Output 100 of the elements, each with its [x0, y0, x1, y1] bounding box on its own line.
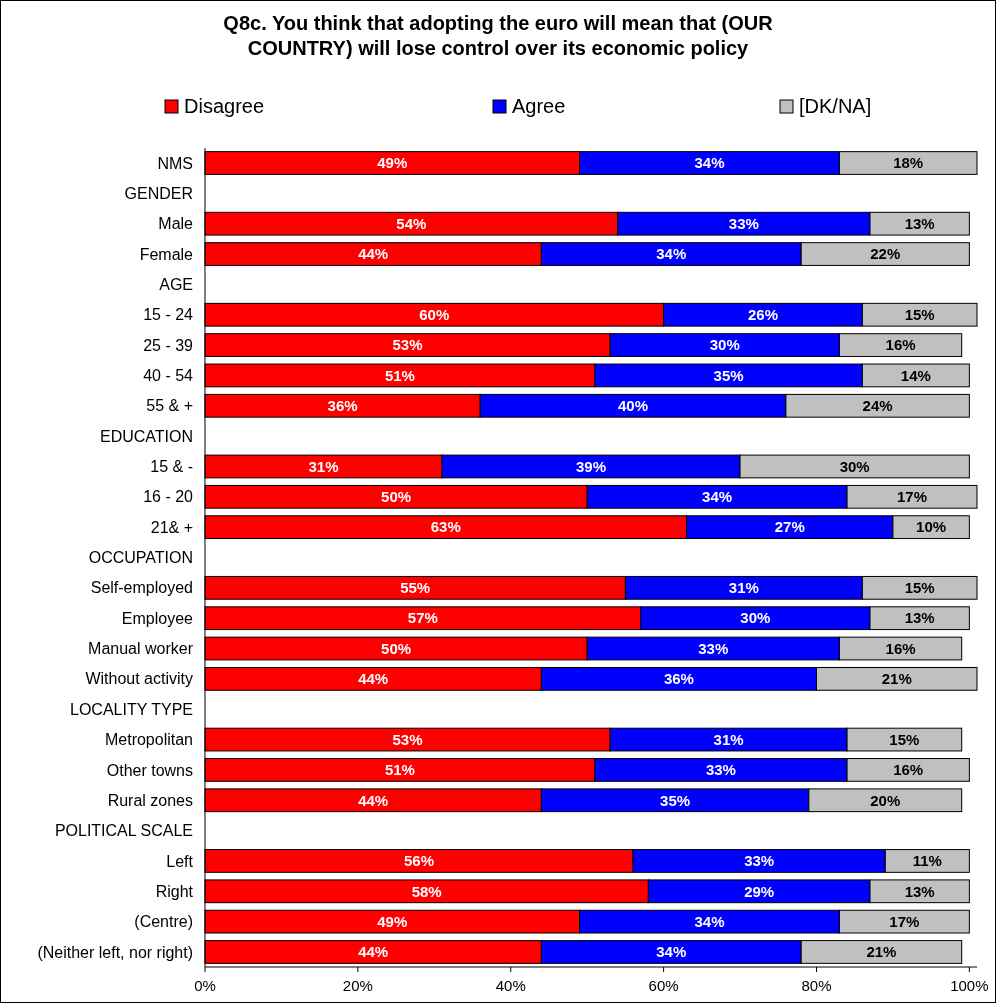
data-label: 15% [889, 730, 920, 748]
data-label: 35% [660, 791, 691, 809]
data-label: 11% [912, 852, 942, 870]
data-label: 17% [897, 488, 928, 506]
y-tick-label: Metropolitan [104, 731, 193, 749]
data-label: 31% [713, 730, 744, 748]
data-label: 29% [744, 882, 775, 900]
y-tick-label: Rural zones [107, 791, 193, 809]
data-label: 35% [713, 366, 744, 384]
y-tick-label: Self-employed [90, 579, 193, 597]
data-label: 31% [728, 579, 759, 597]
data-label: 51% [384, 366, 415, 384]
data-label: 56% [404, 852, 435, 870]
data-label: 34% [694, 154, 725, 172]
data-label: 49% [377, 912, 408, 930]
y-tick-label: 21& + [150, 518, 193, 536]
data-label: 44% [358, 245, 389, 263]
data-label: 17% [889, 912, 920, 930]
data-label: 13% [904, 214, 935, 232]
data-label: 33% [698, 639, 729, 657]
y-tick-label: (Neither left, nor right) [37, 943, 193, 961]
data-label: 50% [381, 488, 412, 506]
x-tick-label: 60% [648, 977, 679, 994]
y-tick-label: GENDER [124, 184, 193, 202]
data-label: 34% [656, 943, 687, 961]
data-label: 24% [862, 397, 893, 415]
data-label: 22% [870, 245, 901, 263]
y-tick-label: Female [139, 245, 194, 263]
legend-label: Disagree [184, 95, 265, 117]
data-label: 53% [392, 730, 423, 748]
x-tick-label: 80% [801, 977, 832, 994]
y-tick-label: AGE [159, 276, 193, 293]
y-tick-label: EDUCATION [99, 427, 193, 445]
data-label: 33% [728, 214, 759, 232]
data-label: 40% [618, 397, 649, 415]
data-label: 33% [705, 761, 736, 779]
data-label: 21% [866, 943, 897, 961]
y-tick-label: 25 - 39 [143, 336, 194, 354]
y-tick-label: Left [166, 852, 194, 870]
data-label: 34% [656, 245, 687, 263]
y-tick-label: 16 - 20 [143, 488, 194, 506]
data-label: 13% [904, 882, 935, 900]
data-label: 36% [663, 670, 694, 688]
data-label: 63% [430, 518, 461, 536]
data-label: 39% [575, 457, 607, 475]
y-tick-label: Employee [121, 609, 194, 627]
y-tick-label: 15 - 24 [143, 306, 194, 324]
data-label: 16% [893, 761, 924, 779]
data-label: 50% [381, 639, 412, 657]
y-tick-label: 15 & - [150, 458, 193, 476]
data-label: 55% [400, 579, 431, 597]
data-label: 44% [358, 670, 389, 688]
x-tick-label: 100% [950, 977, 989, 994]
x-tick-label: 20% [342, 977, 373, 994]
x-tick-label: 0% [194, 977, 216, 994]
y-tick-label: Other towns [106, 761, 193, 779]
data-label: 30% [839, 457, 870, 475]
data-label: 16% [885, 336, 916, 354]
data-label: 16% [885, 639, 916, 657]
data-label: 34% [694, 912, 725, 930]
data-label: 21% [881, 670, 912, 688]
data-label: 10% [916, 518, 947, 536]
data-label: 26% [747, 305, 778, 323]
data-label: 49% [377, 154, 408, 172]
data-label: 53% [392, 336, 423, 354]
data-label: 54% [396, 214, 427, 232]
x-tick-label: 40% [495, 977, 526, 994]
y-tick-label: POLITICAL SCALE [54, 822, 193, 840]
y-tick-label: Manual worker [88, 640, 194, 658]
data-label: 20% [870, 791, 901, 809]
data-label: 15% [904, 305, 935, 323]
y-tick-label: 55 & + [146, 397, 193, 415]
y-tick-label: Without activity [85, 670, 193, 688]
data-label: 27% [774, 518, 805, 536]
data-label: 44% [358, 943, 389, 961]
data-label: 58% [411, 882, 442, 900]
chart-title: Q8c. You think that adopting the euro will mean that (OUR COUNTRY) will lose control over its economic policy [223, 12, 774, 59]
data-label: 30% [740, 609, 771, 627]
data-label: 60% [419, 305, 450, 323]
data-label: 44% [358, 791, 389, 809]
data-label: 31% [308, 457, 339, 475]
y-tick-label: OCCUPATION [88, 549, 193, 567]
y-tick-label: (Centre) [134, 913, 193, 931]
y-tick-label: Male [158, 215, 194, 233]
y-tick-label: NMS [157, 154, 193, 172]
data-label: 34% [702, 488, 733, 506]
legend-label: Agree [512, 95, 566, 117]
data-label: 13% [904, 609, 935, 627]
data-label: 14% [900, 366, 931, 384]
data-label: 18% [893, 154, 924, 172]
data-label: 36% [327, 397, 358, 415]
y-tick-label: 40 - 54 [143, 367, 194, 385]
data-label: 30% [709, 336, 740, 354]
data-label: 15% [904, 579, 935, 597]
data-label: 51% [384, 761, 415, 779]
y-tick-label: Right [155, 882, 194, 900]
data-label: 57% [407, 609, 438, 627]
data-label: 33% [744, 852, 775, 870]
y-tick-label: LOCALITY TYPE [69, 700, 193, 718]
legend-label: [DK/NA] [799, 95, 872, 117]
